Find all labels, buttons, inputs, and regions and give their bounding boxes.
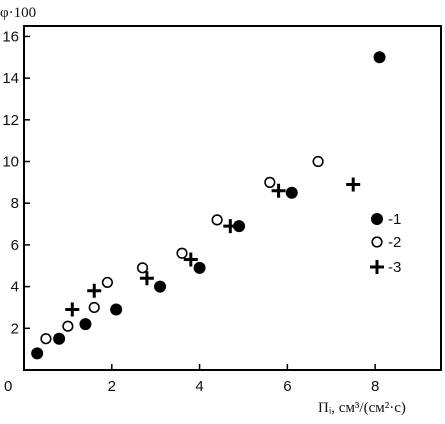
x-axis-ticks: 0 2 4 6 8: [4, 364, 379, 395]
y-axis-label: φ·100: [0, 5, 36, 21]
series-3-point: [139, 271, 154, 286]
x-tick-label: 2: [108, 378, 116, 395]
x-tick-label: 6: [283, 378, 291, 395]
series-2-point: [176, 247, 188, 259]
series-2-point: [62, 320, 74, 332]
series-2-point: [264, 176, 276, 188]
y-tick-label: 2: [11, 320, 19, 337]
series-3-point: [346, 177, 361, 192]
plot-frame: [23, 25, 442, 371]
y-axis-ticks: 2 4 6 8 10 12 14 16: [2, 28, 30, 337]
series-2-point: [136, 262, 149, 274]
series-1-point: [193, 261, 206, 274]
series-3-point: [87, 283, 102, 298]
series-1-point: [154, 280, 167, 293]
legend-label-2: -2: [388, 234, 401, 251]
legend-label-3: -3: [388, 259, 401, 276]
series-2-point: [101, 276, 113, 289]
y-tick-label: 16: [2, 28, 19, 45]
y-tick-label: 12: [2, 112, 19, 129]
x-tick-label: 4: [195, 378, 203, 395]
series-1-point: [53, 332, 66, 345]
y-tick-label: 14: [2, 70, 19, 87]
series-1-point: [373, 51, 386, 64]
y-tick-label: 10: [2, 154, 19, 171]
x-tick-label: 8: [371, 378, 379, 395]
series-1-point: [79, 318, 92, 331]
series-3-point: [223, 219, 238, 234]
legend-marker-2: [371, 236, 383, 248]
series-3-point: [65, 302, 80, 317]
data-markers: [31, 51, 386, 360]
series-1-point: [285, 186, 298, 199]
series-2-point: [312, 155, 324, 168]
legend-marker-3: [370, 260, 384, 274]
x-tick-label: 0: [4, 378, 12, 395]
x-axis-label: Пᵢ, см³/(см²·с): [318, 400, 406, 416]
series-3-point: [183, 252, 198, 267]
series-2-point: [211, 214, 223, 226]
legend: -1 -2 -3: [370, 211, 401, 276]
y-tick-label: 4: [11, 279, 19, 296]
series-2-point: [88, 301, 100, 314]
y-tick-label: 8: [11, 195, 19, 212]
legend-marker-1: [371, 213, 383, 225]
series-2-point: [40, 333, 52, 345]
series-3-point: [271, 183, 286, 198]
series-1-point: [110, 303, 123, 316]
y-tick-label: 6: [11, 237, 19, 254]
series-1-point: [31, 347, 44, 360]
legend-label-1: -1: [388, 211, 401, 228]
